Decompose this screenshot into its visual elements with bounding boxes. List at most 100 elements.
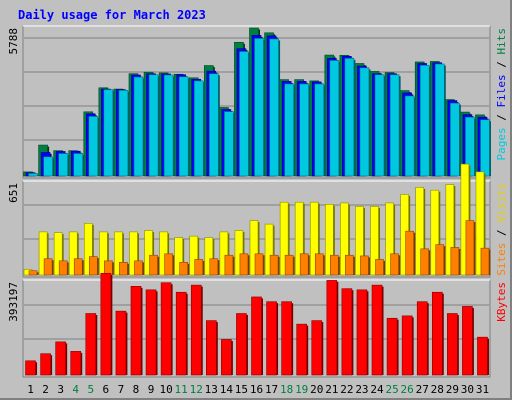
bar-sites-day-14 xyxy=(224,254,234,276)
bar-visits-day-19 xyxy=(294,201,304,276)
bar-visits-day-31 xyxy=(475,171,485,276)
x-tick-label-day-27: 27 xyxy=(416,383,429,396)
bar-kbytes-day-8 xyxy=(130,286,142,376)
bar-kbytes-day-24 xyxy=(371,284,383,376)
bar-visits-day-17 xyxy=(264,223,274,276)
bar-pages-day-28 xyxy=(434,63,445,177)
legend-visits_sites: Sites / Visits xyxy=(495,183,508,276)
bar-pages-day-19 xyxy=(299,83,309,177)
bar-visits-day-23 xyxy=(355,206,364,276)
legend-entry: Files xyxy=(495,74,508,107)
bar-sites-day-23 xyxy=(360,255,369,276)
x-tick-label-day-1: 1 xyxy=(27,383,34,396)
bar-kbytes-day-20 xyxy=(311,320,323,376)
bar-sites-day-10 xyxy=(164,253,173,276)
bar-kbytes-day-2 xyxy=(40,353,51,376)
bar-sites-day-27 xyxy=(420,248,430,276)
x-tick-label-day-8: 8 xyxy=(133,383,140,396)
bar-visits-day-21 xyxy=(325,204,334,276)
legend-entry: / xyxy=(495,108,508,128)
x-tick-label-day-11: 11 xyxy=(175,383,188,396)
bar-pages-day-12 xyxy=(193,80,204,177)
x-tick-label-day-14: 14 xyxy=(220,383,234,396)
bar-kbytes-day-15 xyxy=(236,313,247,376)
x-tick-label-day-17: 17 xyxy=(265,383,278,396)
bar-sites-day-28 xyxy=(435,244,445,276)
bar-visits-day-18 xyxy=(279,201,289,276)
bar-pages-day-18 xyxy=(284,83,294,177)
bar-kbytes-day-12 xyxy=(190,284,202,376)
bar-sites-day-20 xyxy=(314,253,324,276)
bar-visits-day-15 xyxy=(234,230,244,276)
bar-sites-day-1 xyxy=(28,270,38,276)
x-tick-label-day-21: 21 xyxy=(325,383,338,396)
bar-kbytes-day-28 xyxy=(431,291,443,376)
x-tick-label-day-30: 30 xyxy=(461,383,474,396)
bar-kbytes-day-26 xyxy=(401,315,413,376)
bar-sites-day-7 xyxy=(119,261,128,276)
bar-visits-day-24 xyxy=(370,206,379,276)
bar-visits-day-10 xyxy=(159,231,168,276)
bar-sites-day-11 xyxy=(179,261,188,276)
legend-hits_files_pages: Pages / Files / Hits xyxy=(495,28,508,161)
bar-kbytes-day-14 xyxy=(221,339,232,376)
legend-entry: / xyxy=(495,55,508,75)
bar-kbytes-day-16 xyxy=(251,296,262,376)
bar-kbytes-day-6 xyxy=(100,272,112,376)
bar-sites-day-26 xyxy=(405,230,414,276)
bar-sites-day-15 xyxy=(239,253,249,276)
bar-sites-day-16 xyxy=(254,253,264,276)
bar-kbytes-day-13 xyxy=(206,320,217,376)
bar-visits-day-7 xyxy=(114,231,123,276)
bar-pages-day-14 xyxy=(224,111,234,177)
bar-sites-day-8 xyxy=(134,260,143,276)
bar-visits-day-12 xyxy=(189,235,199,276)
bar-sites-day-29 xyxy=(450,247,460,276)
bar-pages-day-6 xyxy=(103,89,114,177)
bar-visits-day-22 xyxy=(340,202,349,276)
bar-pages-day-21 xyxy=(329,60,340,177)
bar-pages-day-23 xyxy=(359,67,370,177)
x-tick-label-day-31: 31 xyxy=(476,383,489,396)
bar-pages-day-16 xyxy=(254,38,264,177)
bar-pages-day-11 xyxy=(178,76,189,177)
bar-visits-day-30 xyxy=(460,163,470,276)
bar-kbytes-day-11 xyxy=(175,291,187,376)
x-tick-label-day-5: 5 xyxy=(87,383,94,396)
bar-pages-day-7 xyxy=(118,90,129,177)
bar-pages-day-20 xyxy=(314,83,325,177)
legend-entry: KBytes xyxy=(495,282,508,322)
bar-sites-day-12 xyxy=(194,259,204,276)
bar-visits-day-27 xyxy=(415,187,425,276)
x-tick-label-day-19: 19 xyxy=(295,383,308,396)
x-tick-label-day-6: 6 xyxy=(103,383,110,396)
bar-pages-day-26 xyxy=(404,95,415,177)
x-tick-label-day-29: 29 xyxy=(446,383,459,396)
legend-entry: Hits xyxy=(495,28,508,55)
bar-pages-day-31 xyxy=(480,119,490,177)
bar-sites-day-9 xyxy=(149,254,158,276)
bar-visits-day-13 xyxy=(204,237,214,276)
bar-sites-day-31 xyxy=(480,247,490,276)
bar-pages-day-1 xyxy=(28,173,38,177)
bar-visits-day-3 xyxy=(53,232,63,276)
bar-kbytes-day-30 xyxy=(462,306,473,376)
bar-visits-day-16 xyxy=(249,220,259,276)
bar-visits-day-5 xyxy=(83,223,93,276)
bar-kbytes-day-25 xyxy=(386,317,398,376)
x-tick-label-day-7: 7 xyxy=(118,383,125,396)
bar-visits-day-4 xyxy=(68,231,78,276)
bar-sites-day-18 xyxy=(284,254,294,276)
bar-pages-day-29 xyxy=(450,102,460,177)
y-max-label: 5788 xyxy=(7,28,20,55)
bar-sites-day-3 xyxy=(58,260,68,276)
bar-pages-day-10 xyxy=(163,74,174,177)
bar-visits-day-8 xyxy=(129,231,138,276)
bar-kbytes-day-18 xyxy=(281,301,292,376)
bar-visits-day-14 xyxy=(219,231,229,276)
x-tick-label-day-23: 23 xyxy=(355,383,368,396)
bar-visits-day-29 xyxy=(445,184,455,276)
bar-kbytes-day-27 xyxy=(416,301,428,376)
bar-sites-day-5 xyxy=(88,256,98,276)
